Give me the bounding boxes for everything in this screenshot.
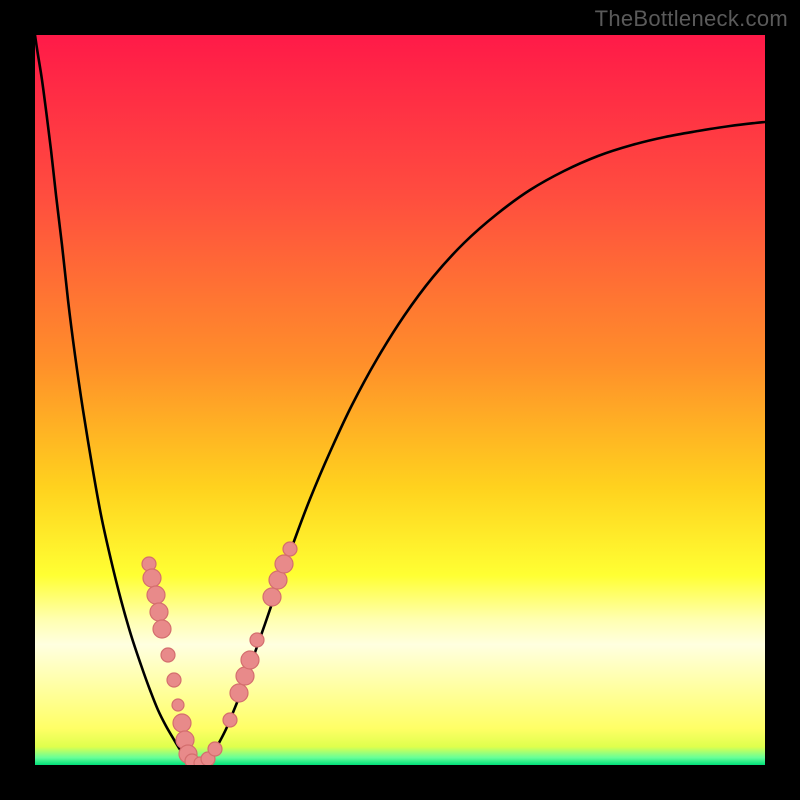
bottleneck-curve-chart <box>0 0 800 800</box>
data-point <box>275 555 293 573</box>
watermark-text: TheBottleneck.com <box>595 6 788 32</box>
data-point <box>263 588 281 606</box>
data-point <box>269 571 287 589</box>
data-point <box>250 633 264 647</box>
data-point <box>283 542 297 556</box>
data-point <box>172 699 184 711</box>
data-point <box>208 742 222 756</box>
data-point <box>173 714 191 732</box>
plot-background <box>35 35 765 765</box>
data-point <box>167 673 181 687</box>
data-point <box>236 667 254 685</box>
data-point <box>150 603 168 621</box>
data-point <box>143 569 161 587</box>
data-point <box>230 684 248 702</box>
data-point <box>161 648 175 662</box>
data-point <box>241 651 259 669</box>
data-point <box>147 586 165 604</box>
data-point <box>153 620 171 638</box>
data-point <box>223 713 237 727</box>
chart-container: TheBottleneck.com <box>0 0 800 800</box>
